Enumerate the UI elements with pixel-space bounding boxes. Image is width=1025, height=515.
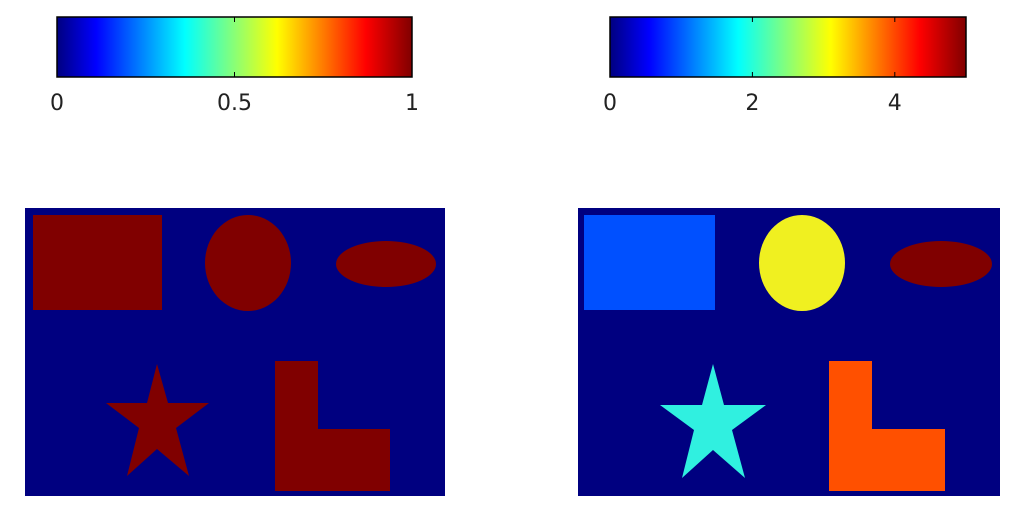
left-colorbar-tick-label: 0: [50, 91, 64, 116]
right-colorbar-tick-label: 4: [888, 91, 902, 116]
right-ellipse: [890, 241, 992, 287]
right-square: [584, 215, 715, 310]
left-colorbar-tick-label: 1: [405, 91, 419, 116]
left-colorbar-gradient: [56, 16, 413, 78]
left-ellipse: [336, 241, 436, 287]
left-colorbar-tick-label: 0.5: [217, 91, 252, 116]
right-image: [578, 208, 1000, 496]
right-colorbar: 0 2 4: [603, 16, 967, 116]
right-colorbar-gradient: [609, 16, 967, 78]
right-circle: [759, 215, 845, 311]
right-colorbar-tick-label: 2: [745, 91, 759, 116]
right-star: [660, 364, 766, 478]
left-colorbar: 0 0.5 1: [50, 16, 419, 116]
right-l-shape: [829, 361, 945, 491]
right-colorbar-tick-label: 0: [603, 91, 617, 116]
left-star: [106, 364, 209, 476]
left-l-shape: [275, 361, 390, 491]
left-circle: [205, 215, 291, 311]
left-image: [25, 208, 445, 496]
left-square: [33, 215, 162, 310]
